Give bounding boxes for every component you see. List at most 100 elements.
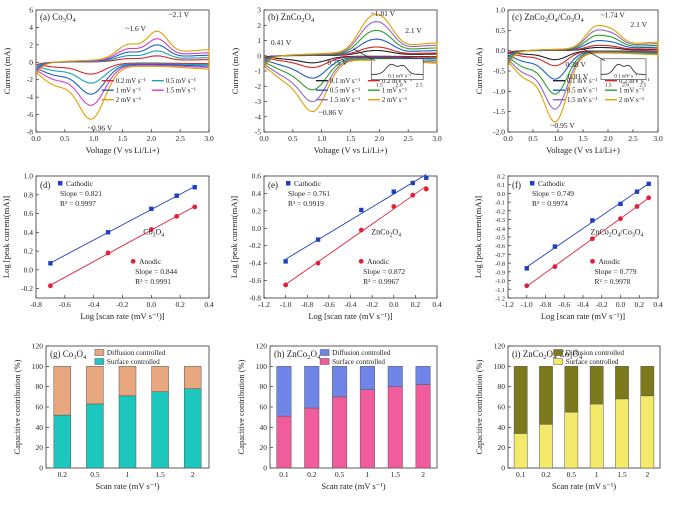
x-tick-label: -0.6 [59, 300, 71, 309]
y-tick-label: -0.2 [21, 284, 33, 293]
peak-annotation: ~1.81 V [371, 9, 396, 18]
legend-label: 0.2 mV s⁻¹ [116, 78, 146, 85]
y-tick-label: 0.2 [24, 247, 34, 256]
legend-label: Diffusion controlled [107, 349, 166, 357]
y-tick-label: 0.0 [24, 265, 34, 274]
cathodic-point [590, 218, 595, 223]
y-tick-label: 1 [257, 36, 261, 45]
y-tick-label: -1.0 [493, 87, 505, 96]
cathodic-point [48, 261, 53, 266]
inset-label: 0.1 mV s⁻¹ [388, 74, 412, 80]
bar-surface [332, 396, 348, 469]
legend-label: 1.5 mV s⁻¹ [567, 97, 597, 104]
x-tick-label: -1.2 [502, 300, 514, 309]
bar-diffusion [359, 366, 375, 390]
y-tick-label: 0.4 [252, 189, 262, 198]
x-tick-label: -0.2 [366, 300, 378, 309]
cathodic-point [192, 185, 197, 190]
y-tick-label: 0.8 [24, 190, 34, 199]
anodic-point [192, 204, 198, 210]
cathodic-point [410, 180, 415, 186]
y-tick-label: -0.5 [495, 235, 505, 242]
bar-diffusion [276, 366, 292, 417]
anodic-point [589, 236, 595, 242]
x-tick-label: 2.0 [147, 134, 157, 143]
cathodic-point [359, 207, 364, 213]
x-axis-label: Log [scan rate (mV s⁻¹)] [308, 311, 392, 321]
x-tick-label: -0.4 [88, 300, 100, 309]
panel-label: (c) ZnCo2O4/Co3O4 [512, 12, 584, 24]
x-tick-label: 0.0 [259, 134, 269, 143]
x-tick-label: 0.2 [307, 470, 317, 479]
plot-frame [507, 175, 659, 299]
inset-pointer [582, 48, 606, 62]
legend-label: 2 mV s⁻¹ [382, 97, 407, 104]
anodic-point [174, 213, 180, 219]
y-tick-label: 1.0 [496, 6, 506, 15]
chart-panel-i: 0 20 40 60 80 100 120 0.1 0.2 0.5 1 1.5 2 Scan rate (… [474, 342, 661, 491]
inset-curve [600, 63, 646, 75]
y-tick-label: 80 [36, 382, 44, 391]
x-tick-label: 1.0 [89, 134, 99, 143]
y-tick-label: 80 [498, 382, 506, 391]
inset-tick-label: 2.0 [622, 83, 629, 89]
y-tick-label: -2 [255, 82, 261, 91]
inset-tick-label: 1.5 [376, 83, 383, 89]
cathodic-point [634, 189, 640, 194]
x-axis-label: Log [scan rate (mV s⁻¹)] [541, 311, 625, 321]
y-tick-label: -0.6 [249, 276, 261, 285]
x-tick-label: 1 [126, 470, 130, 479]
inset-label: 0.1 mV s⁻¹ [614, 74, 638, 80]
anodic-point [646, 195, 652, 201]
y-tick-label: -0.6 [495, 243, 505, 250]
anodic-legend-marker [590, 258, 595, 264]
cathodic-legend-label: Cathodic [294, 179, 322, 188]
peak-annotation: ~0.86 V [319, 108, 344, 117]
legend: 0.1 mV s⁻¹ 0.2 mV s⁻¹ 0.5 mV s⁻¹ 1 mV s⁻¹ 1.… [553, 78, 649, 104]
y-tick-label: 2 [257, 21, 261, 30]
x-tick-label: -1.0 [521, 300, 533, 309]
cathodic-legend-marker [286, 181, 291, 186]
y-tick-label: 0.0 [252, 224, 262, 233]
inset-plot: 1.5 2.0 2.50.1 mV s⁻¹ [582, 48, 646, 89]
bar-surface [513, 433, 528, 469]
x-axis-label: Voltage (V vs Li/Li+) [314, 145, 388, 155]
anodic-fit-line [526, 197, 649, 287]
x-tick-label: 0.1 [516, 470, 526, 479]
y-axis-label: Current (mA) [474, 48, 484, 95]
legend-label: Surface controlled [566, 358, 619, 366]
legend-swatch [319, 349, 330, 356]
y-tick-label: -1.5 [493, 107, 505, 116]
peak-annotation: 0.75 V [327, 58, 348, 67]
x-tick-label: 1.0 [317, 134, 327, 143]
legend-label: 1 mV s⁻¹ [619, 88, 644, 95]
y-tick-label: 0 [257, 51, 261, 60]
x-tick-label: -0.8 [30, 300, 42, 309]
y-tick-label: -1.1 [495, 287, 505, 294]
x-tick-label: 0.5 [335, 470, 345, 479]
panel-label: (g) Co3O4 [50, 349, 87, 361]
x-tick-label: -0.4 [345, 300, 357, 309]
x-tick-label: -0.2 [117, 300, 129, 309]
cathodic-point [174, 193, 179, 198]
anodic-r2: R² = 0.9967 [363, 277, 399, 286]
y-axis-label: Log [peak current(mA)] [229, 196, 239, 278]
y-tick-label: 0.0 [496, 46, 506, 55]
legend-label: Surface controlled [332, 358, 385, 366]
y-tick-label: 0 [263, 464, 267, 473]
legend-label: 0.5 mV s⁻¹ [166, 78, 196, 85]
bar-surface [640, 395, 655, 469]
anodic-legend-label: Anodic [139, 257, 162, 266]
cathodic-legend-label: Cathodic [66, 179, 94, 188]
bar-surface [304, 407, 320, 469]
bar-diffusion [589, 366, 604, 405]
bar-diffusion [151, 366, 169, 393]
inset-plot: 1.5 2.0 2.50.1 mV s⁻¹ [353, 48, 424, 89]
cathodic-slope: Slope = 0.761 [288, 189, 330, 198]
y-tick-label: 120 [256, 342, 268, 351]
legend-label: 1.5 mV s⁻¹ [166, 88, 196, 95]
peak-annotation: 0.81 V [568, 72, 589, 81]
x-tick-label: 0.5 [288, 134, 298, 143]
bar-diffusion [564, 366, 579, 413]
